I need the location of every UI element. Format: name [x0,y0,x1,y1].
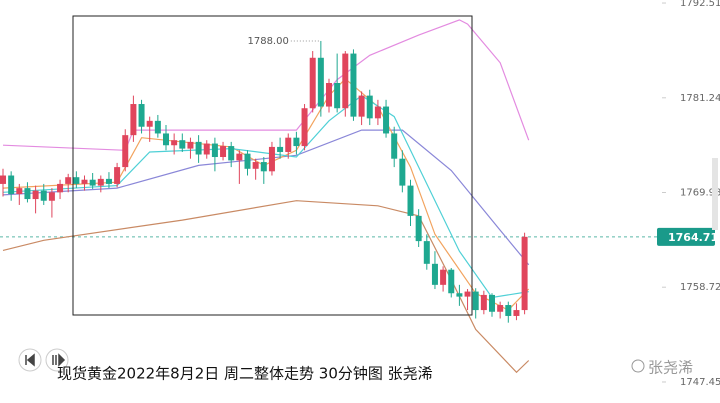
y-tick-label: 1792.51 [680,0,720,9]
candle-body [448,269,455,294]
y-tick-label: 1769.98 [680,188,720,199]
y-tick-label: 1747.45 [680,377,720,388]
candle-body [89,179,96,186]
candle-body [146,120,153,127]
candle-body [211,143,218,158]
candle-body [301,108,308,147]
candle-body [342,53,349,109]
candle-body [326,83,332,107]
chart-caption: 现货黄金2022年8月2日 周二整体走势 30分钟图 张尧浠 [57,365,433,383]
candle-body [220,146,227,158]
prev-icon [25,353,35,367]
candle-body [456,293,463,297]
indicator-line [2,200,530,374]
candle-body [163,133,169,146]
candle-body [81,179,88,184]
play-icon [52,353,66,367]
candle-body [236,153,243,161]
candle-body [285,137,292,152]
y-tick-label: 1758.72 [680,282,720,293]
candle-body [268,146,275,172]
candle-body [480,294,487,311]
candle-body [489,294,495,312]
candle-body [252,162,259,169]
indicator-line [2,129,530,266]
candle-body [383,106,390,134]
candle-body [73,177,80,184]
candle-body [195,141,202,155]
candle-body [407,185,414,216]
candle-body [228,146,235,161]
candle-body [24,188,31,200]
candle-body [374,106,381,119]
candle-body [57,183,64,193]
candle-body [154,120,161,134]
watermark-icon [631,359,645,373]
indicator-line [2,19,530,151]
candle-body [317,57,324,107]
indicator-line [2,94,529,299]
candle-body [309,57,316,109]
candle-body [8,175,15,195]
candle-body [334,83,341,109]
candle-body [130,104,137,136]
plot: 1792.51 1781.24 1769.98 1758.72 1747.45 1764.… [0,0,720,388]
playback-controls[interactable] [18,348,69,372]
candle-body [187,141,194,149]
candle-body [171,140,178,146]
candle-body [391,133,398,159]
scrollbar [712,158,718,230]
candle-body [16,188,23,195]
candle-body [97,178,104,186]
selection-box [72,15,473,316]
candle-body [293,137,300,147]
candle-body [0,175,6,184]
candle-body [277,146,284,152]
current-price-label: 1764.71 [668,231,718,244]
candle-body [366,95,373,119]
play-button[interactable] [45,348,69,372]
candle-body [260,162,267,172]
candle-body [179,140,186,149]
candle-body [65,177,72,184]
candle-body [48,192,55,201]
y-tick-label: 1781.24 [680,93,720,104]
candle-body [105,178,112,184]
candle-body [399,158,406,186]
candle-body [244,153,251,169]
watermark: 张尧浠 [648,359,693,377]
candle-body [40,190,47,201]
candle-body [505,305,512,316]
candle-body [464,291,471,297]
candle-body [203,143,210,155]
candle-body [521,236,528,311]
candle-body [114,167,121,184]
candle-body [423,241,430,264]
candle-body [32,190,39,200]
candle-body [415,215,422,242]
candle-body [513,310,520,316]
candle-body [358,95,365,117]
current-price-box [657,227,715,246]
high-annotation: 1788.00 [247,36,288,47]
candle-body [122,135,129,168]
candle-body [138,104,145,127]
candle-body [440,269,447,285]
candle-body [431,263,438,285]
candle-body [497,305,504,312]
candle-body [350,53,357,117]
candle-body [472,291,479,311]
